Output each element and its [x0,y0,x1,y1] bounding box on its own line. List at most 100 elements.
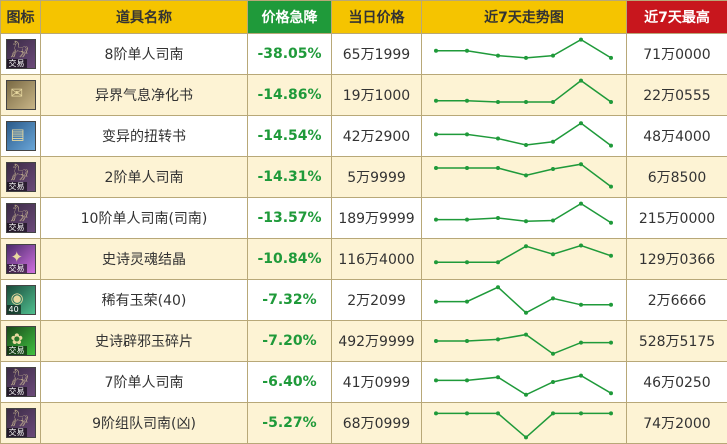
item-icon-cell: ✉ [1,75,41,116]
trend-point [465,378,469,382]
mount-icon[interactable]: 𓃗 交易 [6,162,36,192]
table-row[interactable]: ✿ 交易 史诗辟邪玉碎片 -7.20% 492万9999 528万5175 [1,321,727,362]
max-price: 215万0000 [627,198,727,239]
max-price: 129万0366 [627,239,727,280]
table-row[interactable]: ◉ 40 稀有玉荣(40) -7.32% 2万2099 2万6666 [1,280,727,321]
price-drop: -5.27% [248,403,332,444]
price-drop: -14.54% [248,116,332,157]
trend-point [551,352,555,356]
item-badge: 交易 [7,346,27,355]
trend-point [579,303,583,307]
trend-chart-cell [422,239,627,280]
trend-point [496,337,500,341]
mount-icon[interactable]: 𓃗 交易 [6,39,36,69]
max-price: 74万2000 [627,403,727,444]
table-row[interactable]: ▤ 变异的扭转书 -14.54% 42万2900 48万4000 [1,116,727,157]
trend-point [579,202,583,206]
trend-point [465,49,469,53]
item-name[interactable]: 9阶组队司南(凶) [41,403,248,444]
trend-sparkline [422,321,627,361]
scroll-icon[interactable]: ✉ [6,80,36,110]
trend-sparkline [422,239,627,279]
table-row[interactable]: ✉ 异界气息净化书 -14.86% 19万1000 22万0555 [1,75,727,116]
trend-point [434,411,438,415]
trend-sparkline [422,198,627,238]
gem-icon[interactable]: ◉ 40 [6,285,36,315]
price-drop: -7.20% [248,321,332,362]
table-row[interactable]: 𓃗 交易 7阶单人司南 -6.40% 41万0999 46万0250 [1,362,727,403]
trend-point [496,216,500,220]
trend-point [465,411,469,415]
max-price: 22万0555 [627,75,727,116]
trend-point [496,375,500,379]
trend-point [579,374,583,378]
header-name[interactable]: 道具名称 [41,1,248,34]
trend-sparkline [422,34,627,74]
trend-point [579,162,583,166]
item-name[interactable]: 异界气息净化书 [41,75,248,116]
table-row[interactable]: 𓃗 交易 2阶单人司南 -14.31% 5万9999 6万8500 [1,157,727,198]
item-name[interactable]: 2阶单人司南 [41,157,248,198]
trend-point [579,411,583,415]
header-drop[interactable]: 价格急降 [248,1,332,34]
mount-icon[interactable]: 𓃗 交易 [6,203,36,233]
max-price: 48万4000 [627,116,727,157]
table-row[interactable]: 𓃗 交易 9阶组队司南(凶) -5.27% 68万0999 74万2000 [1,403,727,444]
trend-sparkline [422,280,627,320]
trend-point [434,260,438,264]
item-name[interactable]: 10阶单人司南(司南) [41,198,248,239]
item-icon-cell: 𓃗 交易 [1,157,41,198]
price-drop: -38.05% [248,34,332,75]
trend-point [524,173,528,177]
price-drop: -13.57% [248,198,332,239]
trend-point [609,185,613,189]
price-drop: -6.40% [248,362,332,403]
table-row[interactable]: 𓃗 交易 8阶单人司南 -38.05% 65万1999 71万0000 [1,34,727,75]
trend-point [524,393,528,397]
trend-point [434,49,438,53]
item-name[interactable]: 8阶单人司南 [41,34,248,75]
current-price: 41万0999 [332,362,422,403]
table-row[interactable]: ✦ 交易 史诗灵魂结晶 -10.84% 116万4000 129万0366 [1,239,727,280]
trend-point [551,219,555,223]
trend-point [609,56,613,60]
item-badge: 交易 [7,428,27,437]
trend-point [496,54,500,58]
book-icon[interactable]: ▤ [6,121,36,151]
trend-chart-cell [422,75,627,116]
item-name[interactable]: 史诗辟邪玉碎片 [41,321,248,362]
header-price[interactable]: 当日价格 [332,1,422,34]
item-icon-cell: ▤ [1,116,41,157]
table-row[interactable]: 𓃗 交易 10阶单人司南(司南) -13.57% 189万9999 215万00… [1,198,727,239]
trend-point [551,54,555,58]
max-price: 71万0000 [627,34,727,75]
header-max[interactable]: 近7天最高 [627,1,727,34]
item-icon-cell: ◉ 40 [1,280,41,321]
crystal-icon[interactable]: ✦ 交易 [6,244,36,274]
jade-icon[interactable]: ✿ 交易 [6,326,36,356]
item-icon-cell: ✿ 交易 [1,321,41,362]
item-name[interactable]: 史诗灵魂结晶 [41,239,248,280]
trend-chart-cell [422,157,627,198]
trend-point [551,100,555,104]
trend-point [551,167,555,171]
trend-point [551,380,555,384]
trend-point [434,218,438,222]
trend-point [524,244,528,248]
item-name[interactable]: 稀有玉荣(40) [41,280,248,321]
trend-point [465,166,469,170]
trend-sparkline [422,403,627,443]
current-price: 68万0999 [332,403,422,444]
current-price: 492万9999 [332,321,422,362]
trend-point [524,56,528,60]
item-name[interactable]: 变异的扭转书 [41,116,248,157]
trend-sparkline [422,116,627,156]
trend-point [579,244,583,248]
trend-line [436,246,611,263]
item-icon-cell: 𓃗 交易 [1,34,41,75]
mount-icon[interactable]: 𓃗 交易 [6,367,36,397]
trend-sparkline [422,75,627,115]
trend-chart-cell [422,321,627,362]
item-name[interactable]: 7阶单人司南 [41,362,248,403]
